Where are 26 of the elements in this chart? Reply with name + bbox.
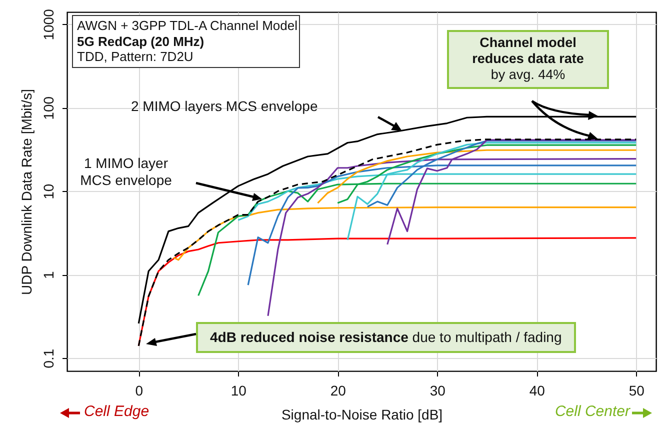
text-box: 4dB reduced noise resistance due to multipath / fading <box>196 322 576 353</box>
annotation: AWGN + 3GPP TDL-A Channel Model <box>77 18 298 34</box>
line-series <box>172 206 637 261</box>
annotation: 5G RedCap (20 MHz) <box>77 34 206 50</box>
y-tick-label: 10 <box>40 184 56 200</box>
text-box: Channel model reduces data rate by avg. 44% <box>447 30 609 89</box>
annotation: 1 MIMO layer MCS envelope <box>79 155 173 189</box>
text-box: AWGN + 3GPP TDL-A Channel Model 5G RedCap (20 MHz) TDD, Pattern: 7D2U <box>72 15 300 68</box>
y-tick-label: 100 <box>40 96 56 120</box>
y-tick-label: 0.1 <box>40 348 56 368</box>
y-axis-title: UDP Downlink Data Rate [Mbit/s] <box>18 89 34 295</box>
annotation: by avg. 44% <box>490 67 566 84</box>
text: Cell Center <box>554 403 630 421</box>
x-tick-label: 20 <box>330 382 346 398</box>
x-tick-label: 10 <box>230 382 247 398</box>
text: Cell Edge <box>84 403 150 421</box>
x-tick-label: 50 <box>628 382 645 398</box>
annotation: 4dB reduced noise resistance <box>210 329 408 345</box>
annotation: 2 MIMO layers MCS envelope <box>131 98 318 115</box>
annotation: TDD, Pattern: 7D2U <box>77 49 194 65</box>
x-axis-title: Signal-to-Noise Ratio [dB] <box>281 406 443 422</box>
y-tick-label: 1000 <box>40 8 56 40</box>
x-tick-label: 0 <box>135 382 144 398</box>
x-tick-label: 40 <box>529 382 546 398</box>
x-tick-label: 30 <box>430 382 446 398</box>
y-tick-label: 1 <box>40 271 56 279</box>
